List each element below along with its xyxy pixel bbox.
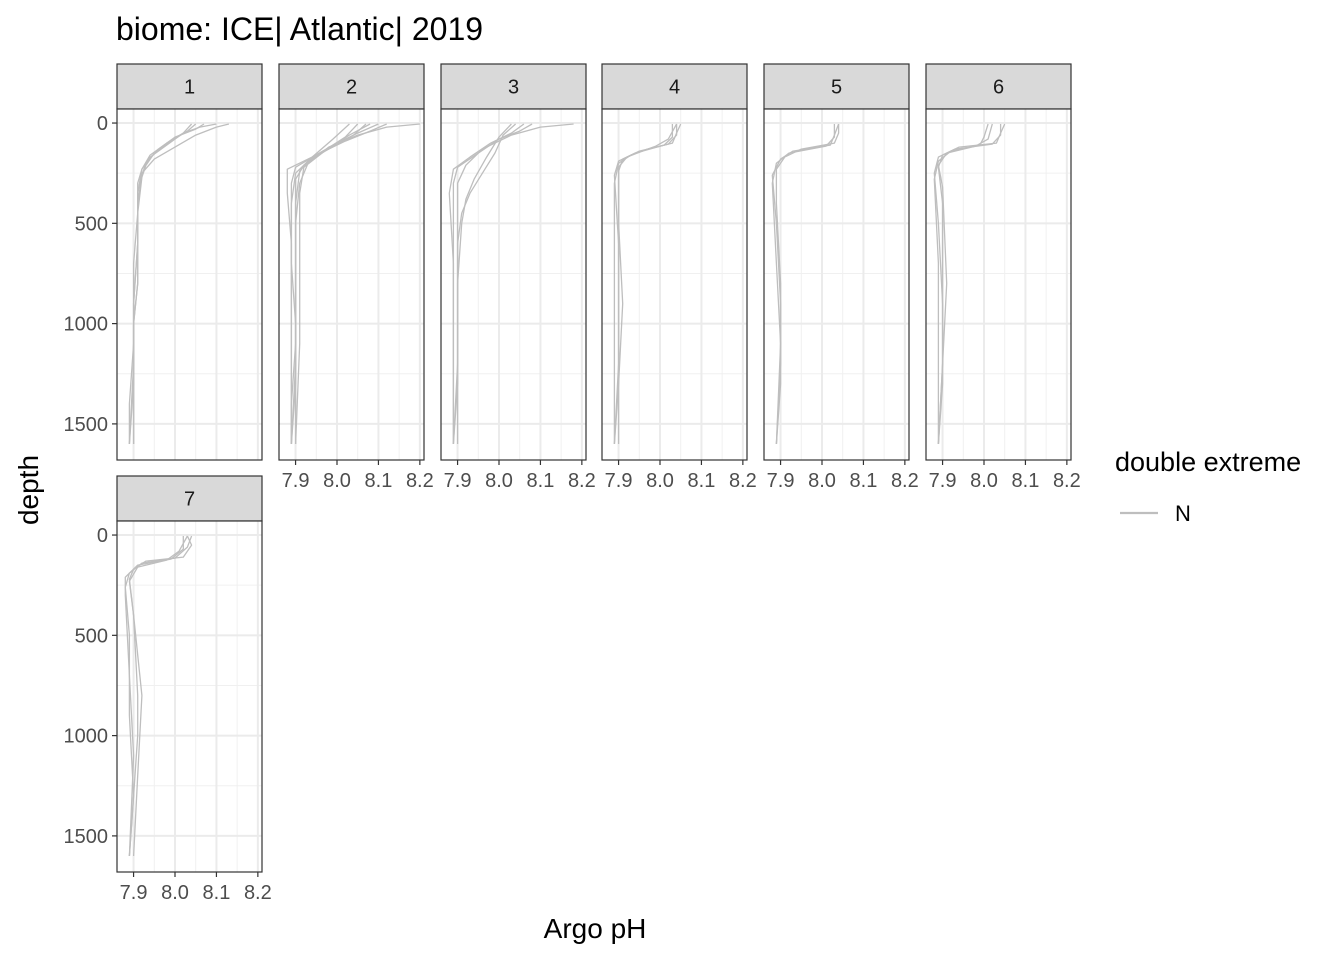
x-tick-label: 8.0	[323, 470, 351, 492]
x-tick-label: 7.9	[929, 470, 957, 492]
facet-strip	[116, 475, 263, 522]
x-tick-label: 7.9	[120, 882, 148, 904]
profile-line	[933, 124, 1002, 445]
x-tick-label: 8.2	[729, 470, 757, 492]
facet-strip-label: 4	[669, 77, 680, 99]
y-axis-ticks: 0 500 1000 1500 0 500 1000 1500	[64, 113, 117, 848]
x-tick-label: 8.2	[891, 470, 919, 492]
y-tick-label: 1000	[64, 726, 109, 748]
facet-strip-label: 7	[184, 489, 195, 511]
y-tick-label: 500	[75, 625, 108, 647]
x-tick-label: 8.2	[568, 470, 596, 492]
x-tick-label: 7.9	[444, 470, 472, 492]
profile-line	[613, 124, 674, 444]
profile-line	[771, 124, 836, 445]
facet-strip-label: 5	[831, 77, 842, 99]
facet-panel-6: 6	[925, 63, 1072, 461]
x-tick-label: 8.0	[646, 470, 674, 492]
facet-strip	[440, 63, 587, 110]
y-axis-label: depth	[13, 455, 44, 525]
x-axis-ticks: 7.9 8.0 8.1 8.2 7.9 8.0 8.1 8.2 7.9 8.0 8.1 8.2 7.9 8…	[120, 460, 1081, 904]
plot-background	[764, 109, 909, 460]
x-tick-label: 8.1	[1012, 470, 1040, 492]
panel-border	[440, 108, 587, 461]
x-tick-label: 8.0	[485, 470, 513, 492]
x-tick-label: 8.1	[527, 470, 555, 492]
y-tick-label: 1000	[64, 314, 109, 336]
x-tick-label: 8.2	[1053, 470, 1081, 492]
panel-border	[763, 108, 910, 461]
x-axis-label: Argo pH	[544, 913, 647, 944]
chart-title: biome: ICE| Atlantic| 2019	[116, 11, 483, 47]
panel-border	[116, 108, 263, 461]
panel-border	[601, 108, 748, 461]
profile-line	[128, 123, 193, 445]
plot-background	[117, 109, 262, 460]
facet-strip	[763, 63, 910, 110]
y-tick-label: 500	[75, 213, 108, 235]
profile-line	[128, 535, 188, 857]
y-tick-label: 0	[97, 525, 108, 547]
facet-strip-label: 2	[346, 77, 357, 99]
facet-strip-label: 1	[184, 77, 195, 99]
facet-panel-5: 5	[763, 63, 910, 461]
facet-panel-1: 1	[116, 63, 263, 461]
legend-entry-label: N	[1175, 501, 1191, 526]
x-tick-label: 7.9	[605, 470, 633, 492]
plot-background	[117, 521, 262, 872]
facet-panel-7: 7	[116, 475, 263, 873]
profile-line	[937, 123, 993, 445]
facet-strip	[601, 63, 748, 110]
y-tick-label: 1500	[64, 826, 109, 848]
x-tick-label: 8.1	[850, 470, 878, 492]
legend: double extreme N	[1115, 447, 1301, 526]
facet-panels: 1 2 3 4 5 6 7	[116, 63, 1072, 873]
plot-background	[602, 109, 747, 460]
x-tick-label: 8.0	[161, 882, 189, 904]
facet-strip	[116, 63, 263, 110]
profile-line	[456, 123, 512, 444]
x-tick-label: 8.0	[808, 470, 836, 492]
x-tick-label: 7.9	[767, 470, 795, 492]
profile-line	[128, 535, 193, 857]
x-tick-label: 8.2	[244, 882, 272, 904]
facet-strip-label: 3	[508, 77, 519, 99]
plot-background	[279, 109, 424, 460]
x-tick-label: 8.1	[688, 470, 716, 492]
plot-background	[926, 109, 1071, 460]
facet-panel-4: 4	[601, 63, 748, 461]
legend-title: double extreme	[1115, 447, 1301, 477]
profile-line	[933, 123, 989, 444]
panel-border	[116, 520, 263, 873]
facet-panel-2: 2	[278, 63, 425, 461]
facet-strip-label: 6	[993, 77, 1004, 99]
profile-line	[613, 123, 678, 444]
panel-border	[278, 108, 425, 461]
x-tick-label: 8.1	[203, 882, 231, 904]
x-tick-label: 7.9	[282, 470, 310, 492]
profile-line	[294, 123, 371, 445]
profile-line	[124, 536, 184, 857]
x-tick-label: 8.2	[406, 470, 434, 492]
profile-line	[613, 124, 678, 445]
x-tick-label: 8.0	[970, 470, 998, 492]
profile-line	[294, 123, 350, 444]
x-tick-label: 8.1	[365, 470, 393, 492]
y-tick-label: 1500	[64, 414, 109, 436]
facet-panel-3: 3	[440, 63, 587, 461]
y-tick-label: 0	[97, 113, 108, 135]
profile-line	[124, 535, 193, 857]
panel-border	[925, 108, 1072, 461]
